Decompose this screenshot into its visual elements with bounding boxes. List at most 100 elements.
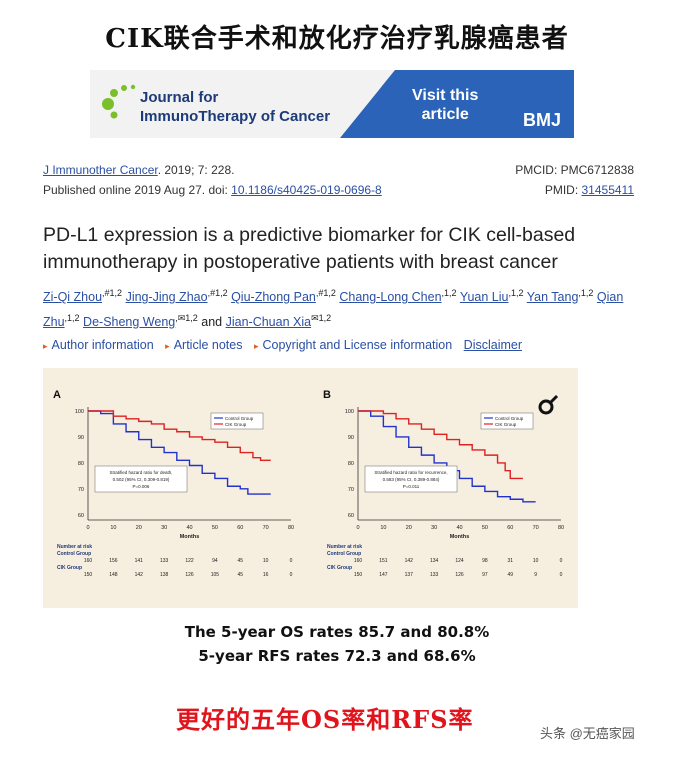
hazard-text: P=0.006 (133, 484, 150, 489)
hazard-text: 0.583 (95% CI, 0.389-0.884) (383, 477, 440, 482)
y-tick-label: 80 (348, 461, 354, 467)
cik-curve (88, 410, 271, 462)
y-tick-label: 100 (75, 409, 84, 415)
x-tick-label: 0 (86, 525, 89, 531)
risk-control-value: 0 (290, 558, 293, 564)
hazard-text: P=0.011 (403, 484, 420, 489)
y-tick-label: 100 (345, 409, 354, 415)
risk-cik-value: 0 (560, 572, 563, 578)
x-tick-label: 0 (356, 525, 359, 531)
author-link[interactable]: Chang-Long Chen (339, 290, 442, 305)
hazard-box (94, 465, 188, 493)
author-link[interactable]: Zi-Qi Zhou (43, 290, 103, 305)
doi-link[interactable]: 10.1186/s40425-019-0696-8 (231, 183, 382, 197)
x-tick-label: 30 (161, 525, 167, 531)
copyright-link[interactable]: Copyright and License information (262, 338, 453, 352)
risk-control-value: 142 (405, 558, 414, 564)
male-symbol-arrow-icon (548, 394, 559, 405)
article-notes-link[interactable]: Article notes (173, 338, 243, 352)
risk-control-label: Control Group (57, 551, 91, 557)
journal-link[interactable]: J Immunother Cancer (43, 163, 158, 177)
author-link[interactable]: De-Sheng Weng (83, 315, 176, 330)
risk-cik-label: CIK Group (327, 565, 352, 571)
article-info-links: ▸ Author information ▸ Article notes ▸ Copy… (43, 338, 522, 352)
x-tick-label: 70 (533, 525, 539, 531)
triangle-icon: ▸ (165, 341, 170, 351)
x-tick-label: 40 (186, 525, 192, 531)
author-link[interactable]: Yan Tang (526, 290, 579, 305)
author-link[interactable]: Jing-Jing Zhao (125, 290, 208, 305)
author-link[interactable]: Yuan Liu (459, 290, 509, 305)
risk-cik-value: 142 (135, 572, 144, 578)
pmid-link[interactable]: 31455411 (581, 183, 635, 197)
author-affiliation: ,1,2 (508, 288, 524, 298)
risk-control-value: 134 (430, 558, 439, 564)
risk-control-label: Control Group (327, 551, 361, 557)
author-affiliation: ,#1,2 (207, 288, 228, 298)
published-prefix: Published online 2019 Aug 27. doi: (43, 183, 232, 197)
risk-control-value: 45 (237, 558, 243, 564)
author-link[interactable]: Jian-Chuan Xia (225, 315, 312, 330)
risk-control-value: 133 (160, 558, 169, 564)
journal-name: Journal for ImmunoTherapy of Cancer (140, 89, 331, 125)
legend-control-label: Control Group (495, 416, 524, 421)
authors-and: and (197, 315, 226, 330)
disclaimer-link[interactable]: Disclaimer (463, 338, 523, 352)
author-affiliation: ✉1,2 (311, 313, 332, 324)
author-affiliation: ,✉1,2 (175, 313, 198, 324)
risk-cik-value: 126 (185, 572, 194, 578)
bmj-logo: BMJ (523, 110, 562, 130)
risk-cik-value: 16 (263, 572, 269, 578)
os-rates-text: The 5-year OS rates 85.7 and 80.8% (184, 623, 490, 641)
risk-cik-value: 137 (405, 572, 414, 578)
hazard-text: 0.502 (95% CI, 0.309-0.819) (113, 477, 170, 482)
conclusion-text: 更好的五年OS率和RFS率 (176, 705, 474, 734)
author-link[interactable]: Qian Zhu (43, 290, 624, 330)
risk-cik-value: 105 (211, 572, 220, 578)
visit-article-link[interactable]: Visit this article (412, 87, 479, 123)
risk-control-value: 31 (507, 558, 513, 564)
risk-control-value: 10 (533, 558, 539, 564)
x-axis-label: Months (180, 534, 200, 540)
author-affiliation: ,1,2 (578, 288, 594, 298)
panel-label: A (53, 389, 61, 401)
risk-control-value: 151 (379, 558, 388, 564)
risk-cik-value: 49 (507, 572, 513, 578)
y-tick-label: 90 (78, 435, 84, 441)
journal-banner[interactable]: Journal for ImmunoTherapy of Cancer Visi… (90, 70, 574, 138)
y-tick-label: 70 (78, 487, 84, 493)
risk-title: Number at risk (327, 544, 362, 550)
pmid-label: PMID: (544, 183, 582, 197)
x-tick-label: 60 (237, 525, 243, 531)
hazard-text: Stratified hazard ratio for death, (109, 470, 172, 475)
author-list: Zi-Qi Zhou,#1,2 Jing-Jing Zhao,#1,2 Qiu-… (43, 283, 663, 333)
author-information-link[interactable]: Author information (51, 338, 154, 352)
risk-cik-value: 150 (84, 572, 93, 578)
x-tick-label: 20 (136, 525, 142, 531)
citation-line: J Immunother Cancer. 2019; 7: 228. (43, 163, 234, 177)
panel-label: B (323, 389, 331, 401)
y-tick-label: 60 (78, 513, 84, 519)
legend-cik-label: CIK Group (225, 422, 247, 427)
legend-box (210, 412, 264, 430)
legend-box (480, 412, 534, 430)
cik-curve (358, 410, 523, 480)
author-link[interactable]: Qiu-Zhong Pan (231, 290, 316, 305)
triangle-icon: ▸ (253, 341, 259, 351)
triangle-icon: ▸ (43, 341, 48, 351)
risk-cik-value: 0 (290, 572, 293, 578)
risk-control-value: 122 (185, 558, 194, 564)
risk-cik-value: 138 (160, 572, 169, 578)
y-tick-label: 80 (78, 461, 84, 467)
x-tick-label: 80 (558, 525, 564, 531)
risk-control-value: 0 (560, 558, 563, 564)
hazard-box (364, 465, 458, 493)
survival-figure: A 100 90 80 70 60 0 10 20 30 40 50 60 70 80 Months Contr… (43, 368, 578, 608)
x-tick-label: 40 (456, 525, 462, 531)
risk-cik-value: 45 (237, 572, 243, 578)
x-tick-label: 80 (288, 525, 294, 531)
legend-cik-label: CIK Group (495, 422, 517, 427)
y-tick-label: 90 (348, 435, 354, 441)
author-affiliation: ,1,2 (64, 313, 80, 324)
